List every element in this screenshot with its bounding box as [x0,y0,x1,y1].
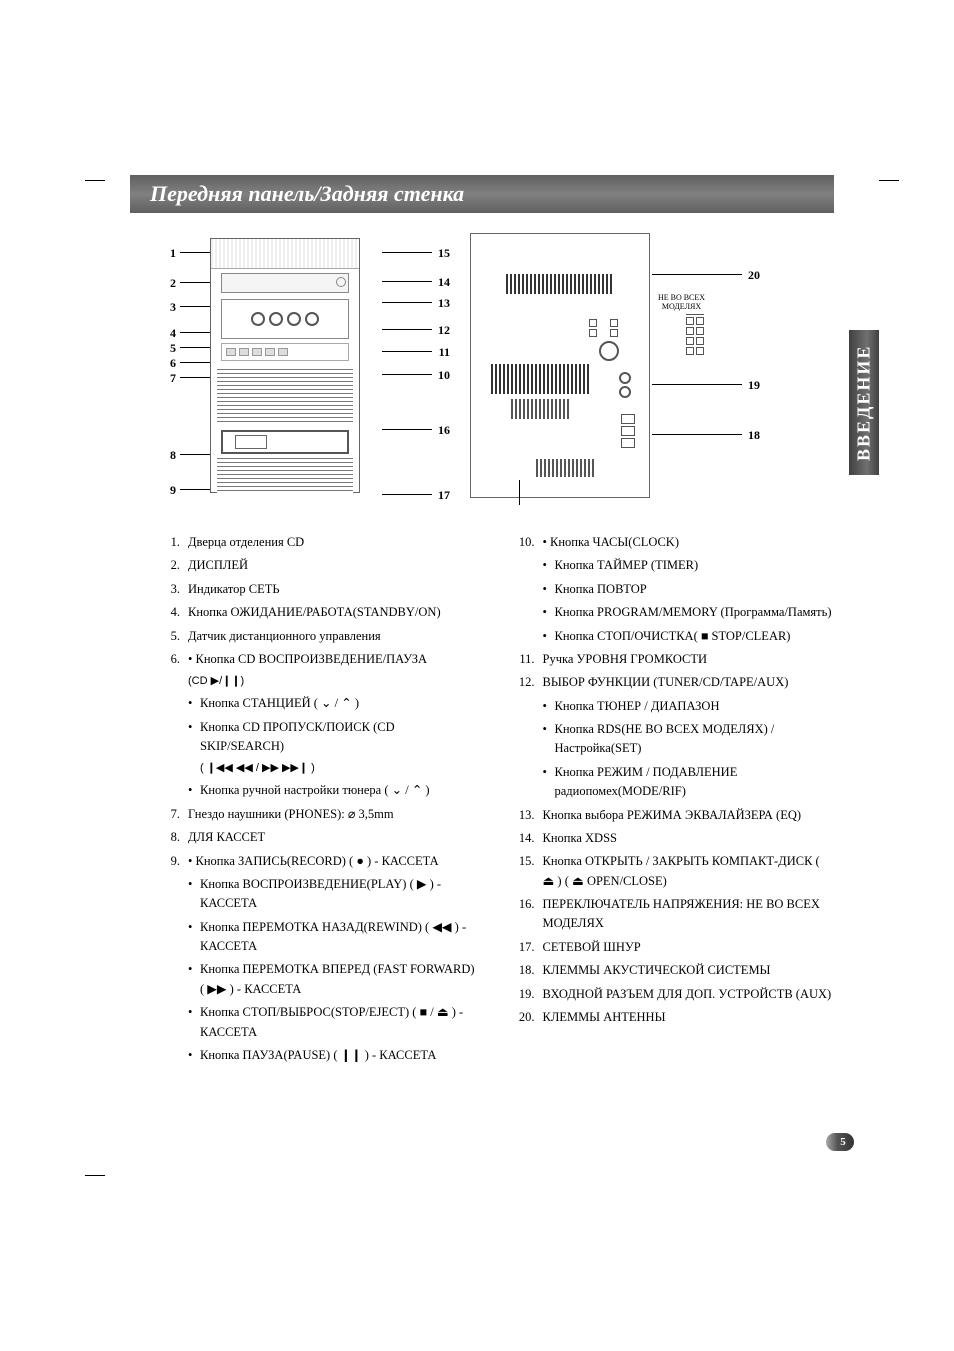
callout-19: 19 [748,378,760,393]
list-sub-item: •Кнопка ТЮНЕР / ДИАПАЗОН [515,697,835,716]
list-item: 18.КЛЕММЫ АКУСТИЧЕСКОЙ СИСТЕМЫ [515,961,835,980]
list-item: 5.Датчик дистанционного управления [160,627,480,646]
callout-15: 15 [438,246,450,261]
lead-line [180,454,210,455]
callout-6: 6 [170,356,176,371]
list-sub-extra: ( ❙◀◀ ◀◀ / ▶▶ ▶▶❙ ) [160,760,480,777]
callout-9: 9 [170,483,176,498]
list-item: 14.Кнопка XDSS [515,829,835,848]
callout-2: 2 [170,276,176,291]
list-item: 8.ДЛЯ КАССЕТ [160,828,480,847]
crop-mark [85,1175,105,1176]
callout-13: 13 [438,296,450,311]
callout-8: 8 [170,448,176,463]
lead-line [180,252,210,253]
callout-10: 10 [438,368,450,383]
section-tab: ВВЕДЕНИЕ [849,330,879,475]
front-panel-diagram: 1 2 3 4 5 6 7 8 9 15 14 13 [170,238,450,498]
list-item: 15.Кнопка ОТКРЫТЬ / ЗАКРЫТЬ КОМПАКТ-ДИСК… [515,852,835,891]
list-sub-item: •Кнопка ПЕРЕМОТКА ВПЕРЕД (FAST FORWARD) … [160,960,480,999]
list-sub-item: •Кнопка ПОВТОР [515,580,835,599]
list-item: 20.КЛЕММЫ АНТЕННЫ [515,1008,835,1027]
list-item: 12.ВЫБОР ФУНКЦИИ (TUNER/CD/TAPE/AUX) [515,673,835,692]
list-sub-item: •Кнопка ручной настройки тюнера ( ⌄ / ⌃ … [160,781,480,800]
lead-line [180,282,210,283]
page-number: 5 [826,1133,854,1151]
lead-line [382,281,432,282]
list-item: 7.Гнездо наушники (PHONES): ⌀ 3,5mm [160,805,480,824]
callout-16: 16 [438,423,450,438]
callout-18: 18 [748,428,760,443]
device-back-body: НЕ ВО ВСЕХ МОДЕЛЯХ [470,233,650,498]
right-column: 10.• Кнопка ЧАСЫ(CLOCK) •Кнопка ТАЙМЕР (T… [515,533,835,1069]
callout-7: 7 [170,371,176,386]
list-sub-item: •Кнопка RDS(НЕ ВО ВСЕХ МОДЕЛЯХ) /Настрой… [515,720,835,759]
list-item-extra: (CD ▶/❙❙) [160,673,480,690]
list-item: 2.ДИСПЛЕЙ [160,556,480,575]
list-item: 10.• Кнопка ЧАСЫ(CLOCK) [515,533,835,552]
device-front-body [210,238,360,493]
lead-line [382,374,432,375]
list-item: 4.Кнопка ОЖИДАНИЕ/РАБОТА(STANDBY/ON) [160,603,480,622]
list-sub-item: •Кнопка ПЕРЕМОТКА НАЗАД(REWIND) ( ◀◀ ) -… [160,918,480,957]
lead-line [382,351,432,352]
callout-20: 20 [748,268,760,283]
list-sub-item: •Кнопка СТАНЦИЕЙ ( ⌄ / ⌃ ) [160,694,480,713]
list-item: 6.• Кнопка CD ВОСПРОИЗВЕДЕНИЕ/ПАУЗА [160,650,480,669]
lead-line [180,377,210,378]
list-item: 9.• Кнопка ЗАПИСЬ(RECORD) ( ● ) - КАССЕТ… [160,852,480,871]
list-sub-item: •Кнопка PROGRAM/MEMORY (Программа/Память… [515,603,835,622]
lead-line [652,274,742,275]
lead-line [652,384,742,385]
lead-line [382,494,432,495]
crop-mark [879,180,899,181]
optional-note: НЕ ВО ВСЕХ МОДЕЛЯХ [654,294,709,312]
section-header: Передняя панель/Задняя стенка [130,175,834,213]
callout-1: 1 [170,246,176,261]
lead-line [382,302,432,303]
description-columns: 1.Дверца отделения CD 2.ДИСПЛЕЙ 3.Индикато… [160,533,834,1069]
list-item: 19.ВХОДНОЙ РАЗЪЕМ ДЛЯ ДОП. УСТРОЙСТВ (AU… [515,985,835,1004]
list-item: 11.Ручка УРОВНЯ ГРОМКОСТИ [515,650,835,669]
list-item: 1.Дверца отделения CD [160,533,480,552]
callout-12: 12 [438,323,450,338]
lead-line [180,347,210,348]
callout-14: 14 [438,275,450,290]
list-sub-item: •Кнопка ВОСПРОИЗВЕДЕНИЕ(PLAY) ( ▶ ) - КА… [160,875,480,914]
list-sub-item: •Кнопка СТОП/ВЫБРОС(STOP/EJECT) ( ■ / ⏏ … [160,1003,480,1042]
device-diagrams: 1 2 3 4 5 6 7 8 9 15 14 13 [170,238,834,498]
lead-line [180,489,210,490]
list-sub-item: •Кнопка ТАЙМЕР (TIMER) [515,556,835,575]
lead-line [180,306,210,307]
lead-line [382,329,432,330]
list-sub-item: •Кнопка CD ПРОПУСК/ПОИСК (CD SKIP/SEARCH… [160,718,480,757]
callout-11: 11 [439,345,450,360]
callout-5: 5 [170,341,176,356]
list-item: 3.Индикатор СЕТЬ [160,580,480,599]
left-column: 1.Дверца отделения CD 2.ДИСПЛЕЙ 3.Индикато… [160,533,480,1069]
back-panel-diagram: НЕ ВО ВСЕХ МОДЕЛЯХ 20 19 18 [470,238,760,498]
callout-17: 17 [438,488,450,503]
list-sub-item: •Кнопка СТОП/ОЧИСТКА( ■ STOP/CLEAR) [515,627,835,646]
list-item: 13.Кнопка выбора РЕЖИМА ЭКВАЛАЙЗЕРА (EQ) [515,806,835,825]
list-sub-item: •Кнопка ПАУЗА(PAUSE) ( ❙❙ ) - КАССЕТА [160,1046,480,1065]
lead-line [180,362,210,363]
list-item: 16.ПЕРЕКЛЮЧАТЕЛЬ НАПРЯЖЕНИЯ: НЕ ВО ВСЕХ … [515,895,835,934]
lead-line [382,252,432,253]
list-item: 17.СЕТЕВОЙ ШНУР [515,938,835,957]
lead-line [652,434,742,435]
lead-line [382,429,432,430]
callout-4: 4 [170,326,176,341]
callout-3: 3 [170,300,176,315]
lead-line [180,332,210,333]
list-sub-item: •Кнопка РЕЖИМ / ПОДАВЛЕНИЕ радиопомех(MO… [515,763,835,802]
crop-mark [85,180,105,181]
